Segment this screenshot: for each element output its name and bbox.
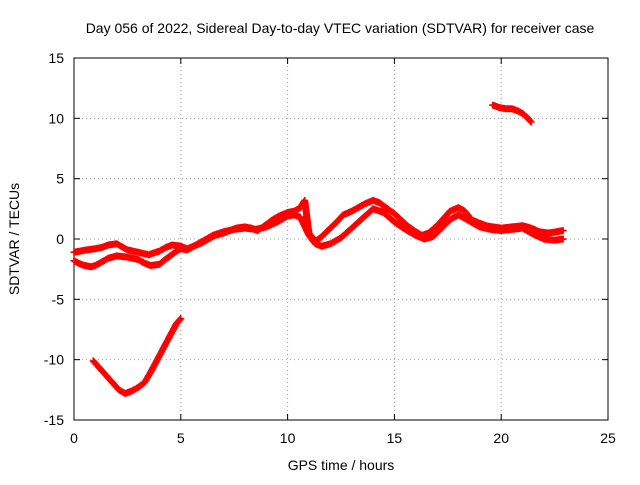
- series-late-positive: [489, 102, 534, 126]
- series-markers: [489, 102, 534, 126]
- series-markers: [90, 315, 185, 397]
- y-tick-label: 0: [56, 231, 64, 247]
- y-tick-label: 5: [56, 171, 64, 187]
- x-tick-label: 10: [280, 430, 296, 446]
- x-tick-label: 15: [387, 430, 403, 446]
- x-tick-label: 5: [177, 430, 185, 446]
- y-tick-label: -15: [44, 412, 64, 428]
- series-layer: [71, 102, 567, 397]
- chart-title: Day 056 of 2022, Sidereal Day-to-day VTE…: [86, 20, 595, 36]
- y-tick-label: 15: [48, 50, 64, 66]
- y-tick-label: 10: [48, 110, 64, 126]
- x-tick-label: 0: [70, 430, 78, 446]
- x-axis-label: GPS time / hours: [288, 457, 395, 473]
- x-tick-label: 20: [493, 430, 509, 446]
- x-tick-label: 25: [600, 430, 616, 446]
- y-axis-label: SDTVAR / TECUs: [6, 183, 22, 295]
- y-tick-label: -5: [52, 291, 65, 307]
- series-early-negative: [90, 315, 185, 397]
- y-tick-label: -10: [44, 352, 64, 368]
